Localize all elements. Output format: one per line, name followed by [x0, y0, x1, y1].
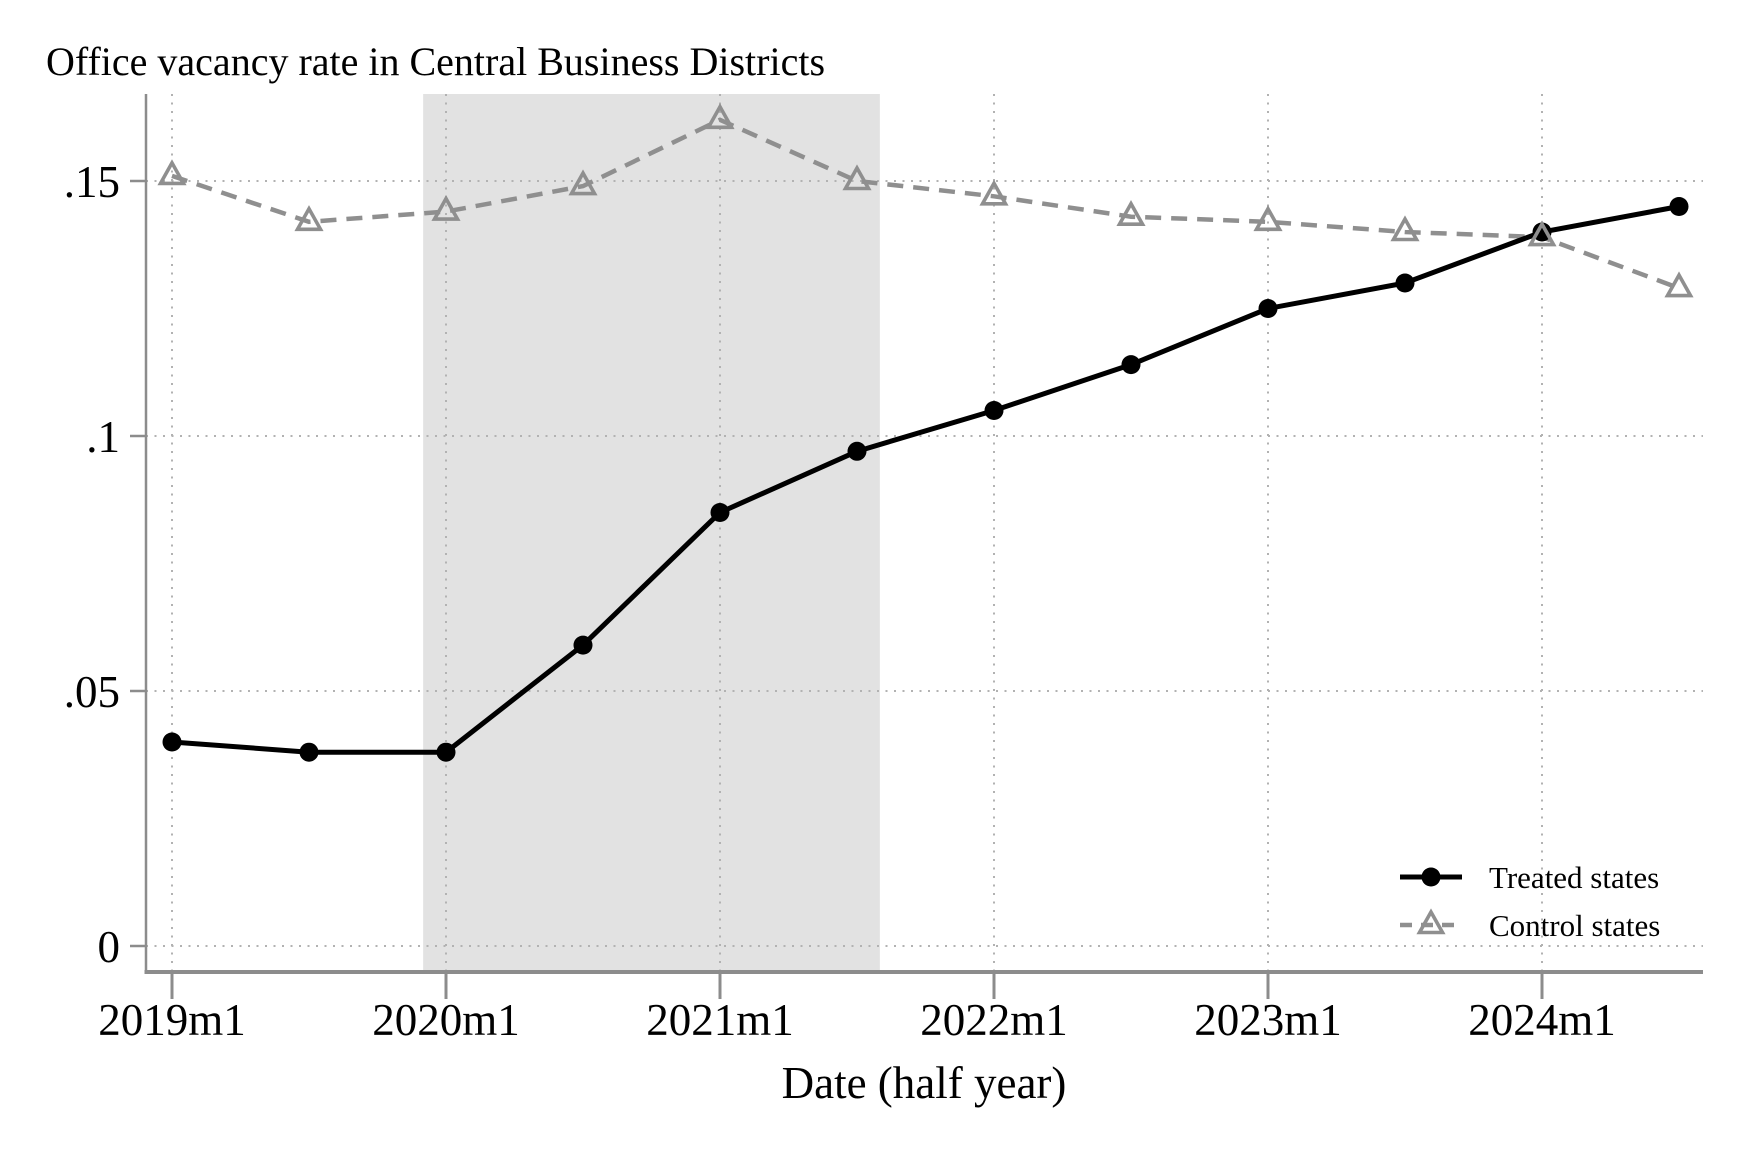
marker-open-triangle-control-states — [705, 103, 735, 130]
marker-filled-circle-treated-states — [847, 441, 867, 461]
marker-open-triangle-control-states — [157, 159, 187, 186]
gridline-layer — [146, 94, 1703, 972]
marker-open-triangle-control-states — [1253, 205, 1283, 232]
marker-filled-circle-treated-states — [710, 503, 730, 522]
marker-filled-circle-treated-states — [1669, 197, 1689, 216]
y-tick-label-.15: .15 — [64, 157, 120, 207]
y-tick-label-0: 0 — [98, 922, 121, 972]
x-tick-label-2023m1: 2023m1 — [1194, 995, 1342, 1045]
x-axis-title: Date (half year) — [782, 1058, 1067, 1108]
marker-open-triangle-control-states — [294, 205, 324, 232]
marker-open-triangle-control-states — [1116, 200, 1146, 226]
marker-filled-circle-treated-states — [1421, 867, 1441, 887]
marker-filled-circle-treated-states — [984, 401, 1004, 420]
marker-open-triangle-control-states — [979, 179, 1009, 206]
series-line-treated-states — [171, 204, 1680, 755]
x-tick-label-2021m1: 2021m1 — [646, 995, 794, 1045]
marker-open-triangle-control-states — [1527, 220, 1557, 247]
shaded-region-layer — [423, 94, 880, 972]
marker-open-triangle-control-states — [1390, 215, 1420, 242]
x-tick-label-2024m1: 2024m1 — [1468, 995, 1616, 1045]
axis-labels-layer: 0 .05 .1 .15 2019m1 2020m1 2021m1 2022m1 2023m1 2… — [64, 157, 1616, 1045]
y-tick-label-.1: .1 — [86, 412, 120, 462]
marker-filled-circle-treated-states — [1121, 355, 1141, 375]
axes-layer — [130, 94, 1703, 999]
series-line-control-states — [171, 117, 1680, 291]
marker-filled-circle-treated-states — [573, 635, 593, 655]
marker-open-triangle-control-states — [431, 194, 461, 221]
marker-filled-circle-treated-states — [1395, 273, 1415, 293]
legend-label-treated-states: Treated states — [1489, 860, 1659, 895]
x-tick-label-2022m1: 2022m1 — [920, 995, 1068, 1045]
x-tick-label-2020m1: 2020m1 — [372, 995, 520, 1045]
legend-label-control-states: Control states — [1489, 908, 1660, 943]
marker-open-triangle-control-states — [1416, 908, 1446, 935]
y-tick-label-.05: .05 — [64, 667, 120, 717]
legend-layer: Treated states Control states — [1400, 860, 1660, 943]
shaded-region — [423, 94, 880, 972]
marker-open-triangle-control-states — [568, 169, 598, 196]
marker-open-triangle-control-states — [842, 164, 872, 191]
x-tick-label-2019m1: 2019m1 — [98, 995, 246, 1045]
marker-filled-circle-treated-states — [299, 742, 319, 762]
marker-filled-circle-treated-states — [1258, 299, 1278, 318]
marker-filled-circle-treated-states — [436, 742, 456, 762]
marker-filled-circle-treated-states — [162, 732, 182, 752]
marker-open-triangle-control-states — [1664, 271, 1694, 298]
series-layer — [157, 103, 1694, 762]
marker-filled-circle-treated-states — [1532, 222, 1552, 242]
chart-title: Office vacancy rate in Central Business … — [46, 39, 825, 84]
